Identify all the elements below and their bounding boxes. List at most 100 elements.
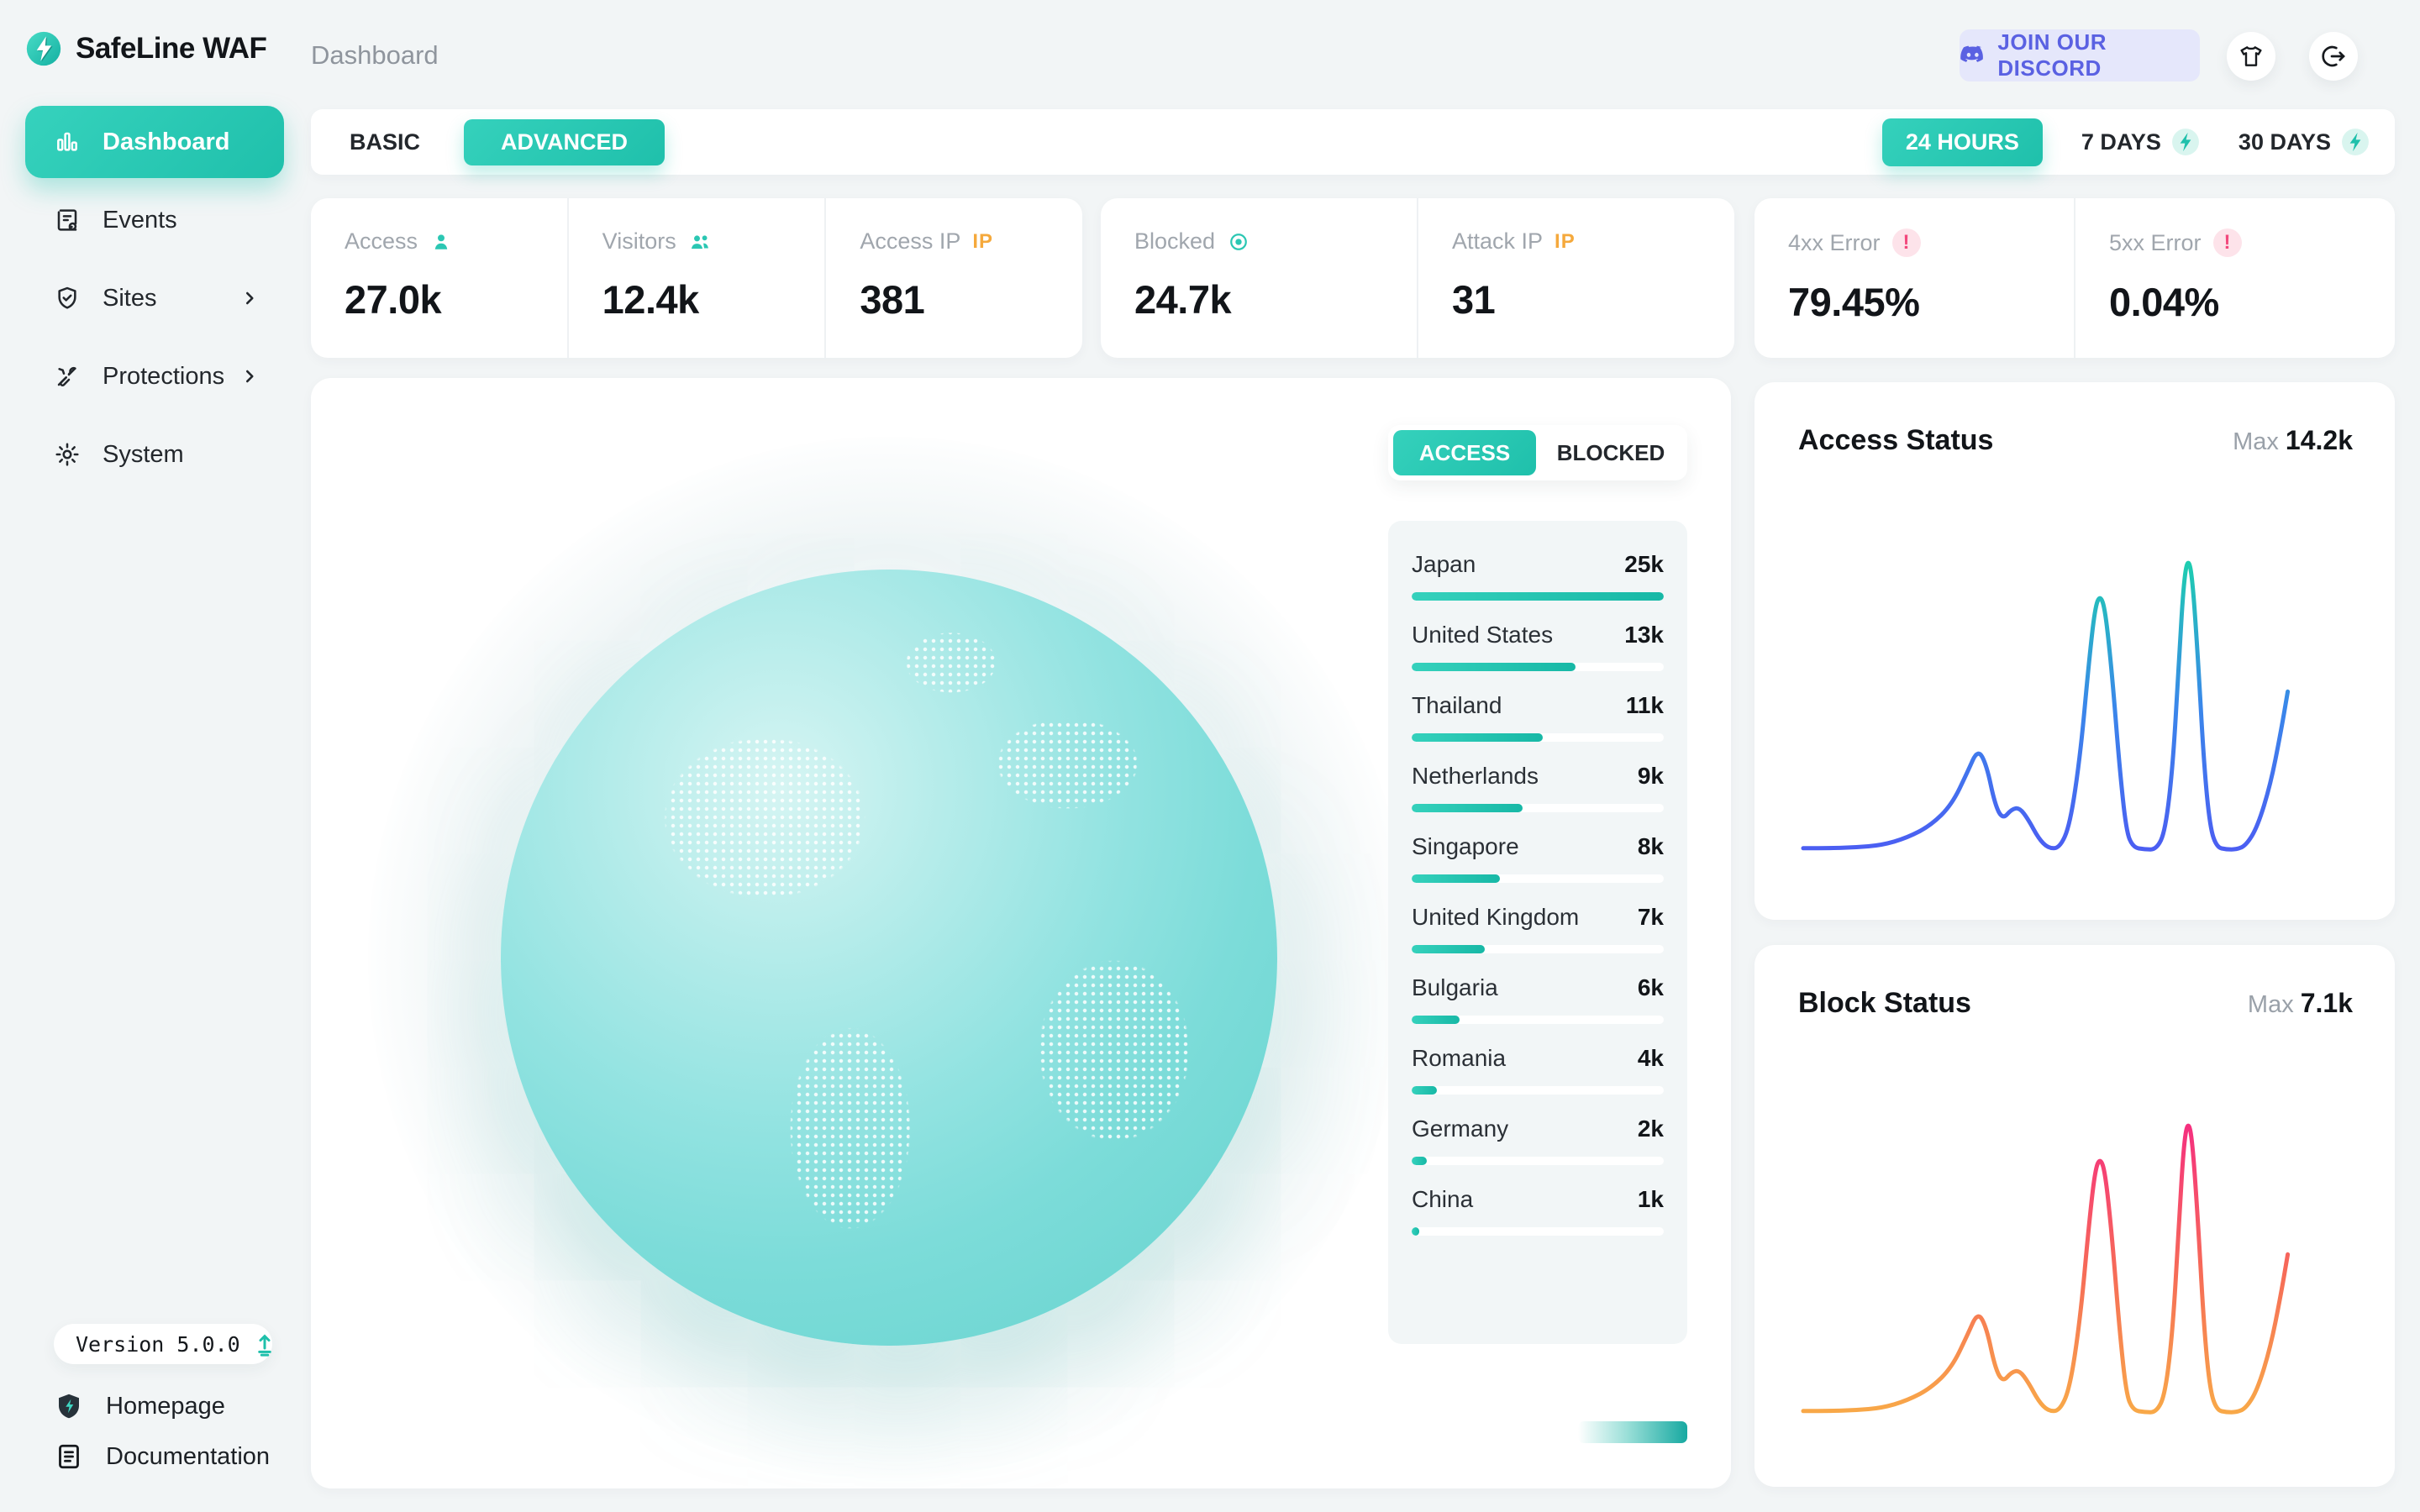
stat-value: 27.0k (345, 277, 442, 322)
country-ranking-panel: Japan 25k United States 13k Thailand 11k… (1388, 521, 1687, 1344)
mode-tab-basic[interactable]: BASIC (350, 129, 421, 155)
sidebar-item-dashboard[interactable]: Dashboard (25, 106, 284, 178)
stat-label: Attack IP (1452, 228, 1544, 254)
country-bar-fill (1412, 804, 1523, 812)
country-bar-fill (1412, 874, 1500, 883)
gear-icon (54, 441, 81, 468)
bar-chart-icon (54, 129, 81, 155)
stat-value: 79.45% (1788, 280, 1920, 324)
alert-icon: ! (2212, 228, 2242, 257)
country-row-united-kingdom: United Kingdom 7k (1412, 904, 1664, 953)
country-name: China (1412, 1186, 1474, 1212)
country-bar-track (1412, 1227, 1664, 1236)
sidebar-item-label: Protections (103, 362, 225, 390)
theme-tshirt-button[interactable] (2227, 32, 2275, 81)
stat-card-1: Blocked 24.7k Attack IP IP 31 (1101, 198, 1734, 358)
footer-link-label: Documentation (106, 1442, 271, 1470)
sidebar-item-events[interactable]: Events (25, 184, 284, 256)
join-discord-button[interactable]: JOIN OUR DISCORD (1960, 29, 2200, 81)
stat-value: 381 (860, 277, 925, 322)
sidebar-nav: Dashboard Events Sites Protections Syste… (25, 106, 284, 496)
country-bar-track (1412, 663, 1664, 671)
country-bar-track (1412, 733, 1664, 742)
country-value: 11k (1625, 692, 1664, 718)
country-bar-fill (1412, 663, 1576, 671)
range-label: 7 DAYS (2081, 129, 2161, 155)
country-bar-fill (1412, 592, 1664, 601)
country-bar-fill (1412, 1157, 1427, 1165)
sidebar-item-protections[interactable]: Protections (25, 340, 284, 412)
access-status-chart (1754, 457, 2395, 881)
country-bar-track (1412, 1157, 1664, 1165)
country-bar-track (1412, 1086, 1664, 1095)
tshirt-icon (2240, 46, 2262, 66)
sidebar-item-sites[interactable]: Sites (25, 262, 284, 334)
version-badge[interactable]: Version 5.0.0 (54, 1324, 272, 1364)
mode-tab-advanced[interactable]: ADVANCED (464, 118, 666, 165)
stat-card-0: Access 27.0k Visitors 12.4k Access IP IP 3… (311, 198, 1082, 358)
logout-button[interactable] (2309, 32, 2358, 81)
country-value: 4k (1637, 1045, 1664, 1071)
version-label: Version 5.0.0 (76, 1331, 240, 1357)
range-tab-30-days[interactable]: 30 DAYS (2238, 128, 2370, 156)
world-map-card: ACCESS BLOCKED Japan 25k United States 13… (311, 378, 1731, 1488)
chevron-right-icon (239, 287, 260, 309)
footer-link-label: Homepage (106, 1392, 225, 1420)
country-name: Singapore (1412, 833, 1519, 859)
sidebar-link-documentation[interactable]: Documentation (54, 1433, 289, 1480)
sidebar-item-label: Dashboard (103, 128, 230, 155)
country-row-china: China 1k (1412, 1186, 1664, 1236)
ip-badge: IP (1555, 229, 1576, 253)
time-range-tabs: 24 HOURS 7 DAYS 30 DAYS (1881, 118, 2370, 166)
country-name: Japan (1412, 551, 1476, 577)
stat-label: 4xx Error (1788, 229, 1881, 255)
stat-value: 31 (1452, 277, 1496, 322)
range-label: 30 DAYS (2238, 129, 2331, 155)
country-bar-track (1412, 1016, 1664, 1024)
country-value: 1k (1637, 1186, 1664, 1212)
sidebar-item-label: System (103, 440, 184, 468)
range-tab-7-days[interactable]: 7 DAYS (2081, 128, 2200, 156)
stat-label: Visitors (602, 228, 676, 254)
country-name: Romania (1412, 1045, 1507, 1071)
range-tab-24-hours[interactable]: 24 HOURS (1881, 118, 2043, 166)
country-value: 6k (1637, 974, 1664, 1000)
map-color-legend (1578, 1421, 1687, 1443)
stat-card-2: 4xx Error ! 79.45% 5xx Error ! 0.04% (1754, 198, 2395, 358)
country-row-bulgaria: Bulgaria 6k (1412, 974, 1664, 1024)
stat-4xx-error: 4xx Error ! 79.45% (1754, 198, 2074, 358)
logout-icon (2322, 45, 2345, 67)
country-name: Thailand (1412, 692, 1502, 718)
upgrade-arrow-icon (252, 1331, 277, 1357)
block-status-chart (1754, 1020, 2395, 1444)
country-bar-fill (1412, 1227, 1419, 1236)
stat-label: 5xx Error (2109, 229, 2202, 255)
stat-label: Access (345, 228, 418, 254)
country-value: 2k (1637, 1116, 1664, 1142)
stat-label: Access IP (860, 228, 961, 254)
tools-icon (54, 363, 81, 390)
country-value: 7k (1637, 904, 1664, 930)
map-toggle-blocked[interactable]: BLOCKED (1556, 439, 1665, 465)
stat-value: 0.04% (2109, 280, 2219, 324)
users-icon (688, 230, 712, 254)
sidebar-item-label: Sites (103, 284, 157, 312)
stat-attack-ip: Attack IP IP 31 (1417, 198, 1734, 358)
app-logo: SafeLine WAF (25, 30, 267, 67)
sidebar-footer-links: Homepage Documentation (54, 1383, 289, 1483)
breadcrumb: Dashboard (311, 40, 439, 70)
safeline-shield-icon (54, 1391, 84, 1421)
map-toggle-access[interactable]: ACCESS (1393, 430, 1536, 475)
safeline-bolt-icon (2171, 128, 2200, 156)
country-name: United States (1412, 622, 1554, 648)
globe-dot-continents (501, 570, 1277, 1346)
discord-button-label: JOIN OUR DISCORD (1997, 29, 2107, 81)
country-row-romania: Romania 4k (1412, 1045, 1664, 1095)
safeline-logo-icon (25, 30, 62, 67)
access-blocked-toggle: ACCESS BLOCKED (1388, 425, 1687, 480)
user-icon (429, 230, 453, 254)
sidebar-item-system[interactable]: System (25, 418, 284, 491)
sidebar-link-homepage[interactable]: Homepage (54, 1383, 289, 1430)
block-status-card: Block Status Max 7.1k (1754, 945, 2395, 1487)
country-row-singapore: Singapore 8k (1412, 833, 1664, 883)
